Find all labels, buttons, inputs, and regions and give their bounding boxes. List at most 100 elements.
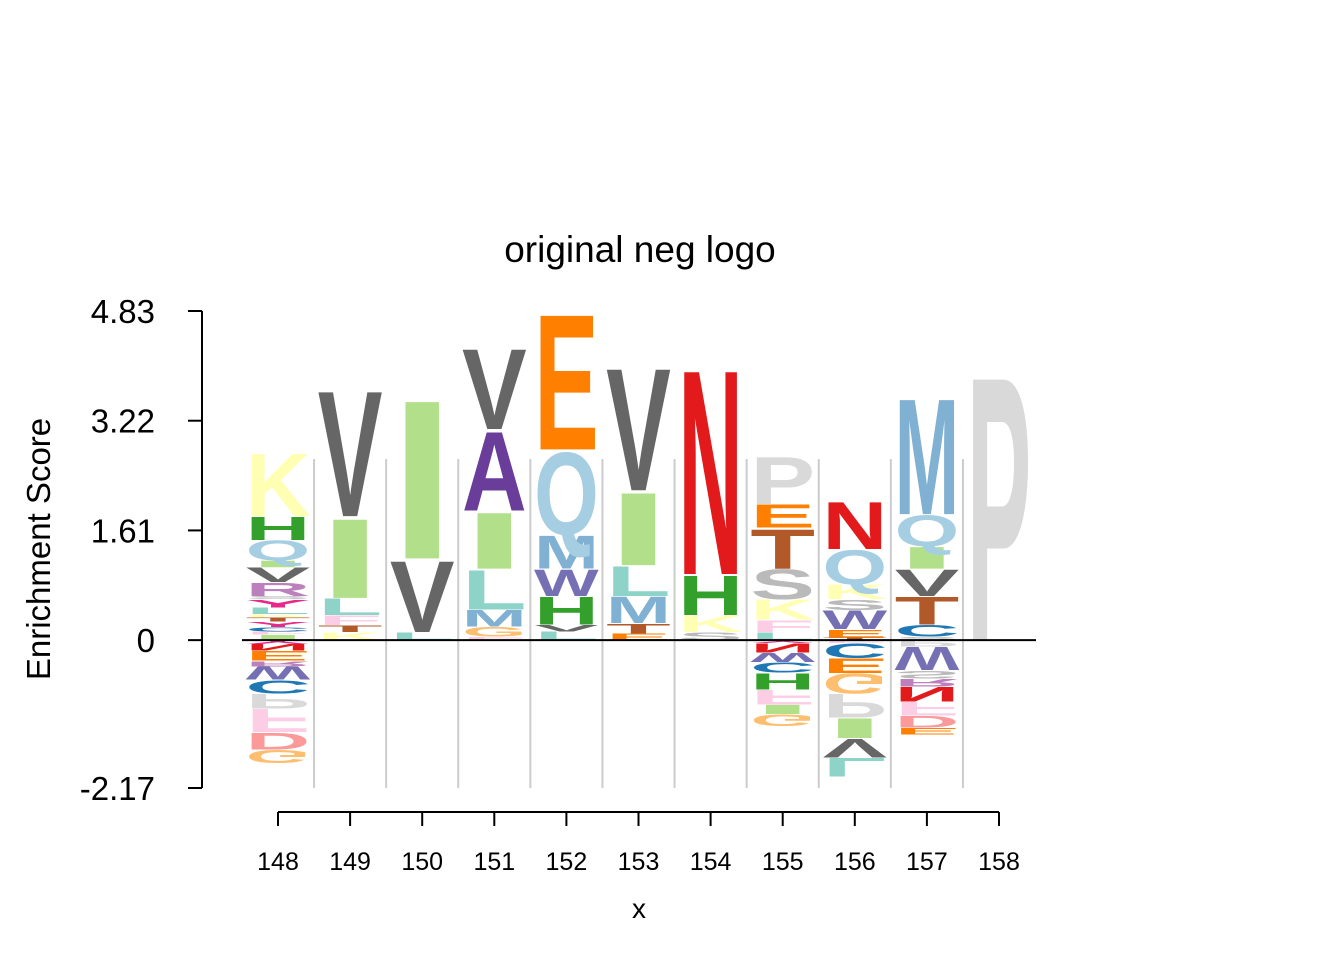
letter-glyph: W <box>750 650 815 665</box>
logo-letter-f: F <box>822 639 887 644</box>
logo-letter-p: P <box>895 638 960 649</box>
x-tick-label: 156 <box>834 848 876 876</box>
logo-letter-y: Y <box>246 620 311 628</box>
y-tick-label: 0 <box>137 622 155 659</box>
logo-letter-w: W <box>822 606 887 636</box>
letter-glyph: R <box>895 676 960 689</box>
letter-glyph: P <box>822 686 887 724</box>
letter-glyph: T <box>606 621 671 637</box>
logo-letter-e: E <box>606 632 671 643</box>
letter-glyph: I <box>318 495 383 622</box>
letter-glyph: S <box>895 636 960 641</box>
logo-letter-v: V <box>246 564 311 587</box>
logo-letter-h: H <box>750 669 815 694</box>
letter-glyph: T <box>750 518 815 582</box>
logo-letter-t: T <box>822 637 887 641</box>
letter-glyph: D <box>246 728 311 754</box>
logo-letter-m: M <box>534 526 599 579</box>
logo-letter-i: I <box>462 496 527 586</box>
letter-glyph: W <box>534 562 600 604</box>
x-tick-label: 158 <box>978 848 1020 876</box>
letter-glyph: Q <box>822 540 887 595</box>
logo-letter-f: F <box>246 702 311 739</box>
letter-glyph: V <box>246 564 311 587</box>
logo-letter-t: T <box>606 621 671 637</box>
logo-letter-v: V <box>462 324 527 454</box>
x-tick-label: 155 <box>762 848 804 876</box>
logo-letter-v: V <box>318 353 383 555</box>
letter-glyph: L <box>462 559 527 623</box>
logo-letter-e: E <box>822 627 887 640</box>
letter-glyph: M <box>462 605 527 631</box>
logo-letter-l: L <box>822 752 887 782</box>
logo-letter-c: C <box>895 621 960 640</box>
logo-letter-g: G <box>462 624 527 640</box>
logo-letter-y: Y <box>246 597 311 610</box>
letter-glyph: K <box>246 436 311 536</box>
logo-letter-m: M <box>895 366 960 550</box>
logo-letter-i: I <box>246 633 311 641</box>
letter-glyph: I <box>390 353 455 607</box>
letter-glyph: Y <box>246 639 311 645</box>
letter-glyph: V <box>534 623 599 634</box>
logo-letter-n: N <box>750 641 815 656</box>
letter-glyph: H <box>534 588 599 633</box>
logo-letter-c: C <box>246 676 311 697</box>
letter-glyph: F <box>462 636 527 641</box>
y-tick-label: 3.22 <box>91 403 155 440</box>
letter-glyph: T <box>246 617 311 623</box>
logo-letter-f: F <box>462 636 527 641</box>
letter-glyph: S <box>895 668 960 681</box>
y-tick-label: 1.61 <box>91 512 155 549</box>
letter-glyph: H <box>750 669 815 694</box>
x-tick-label: 152 <box>546 848 588 876</box>
x-tick-label: 157 <box>906 848 948 876</box>
letter-glyph: Q <box>246 535 311 567</box>
letter-glyph: L <box>822 752 887 782</box>
logo-letter-w: W <box>246 663 311 684</box>
logo-letter-i: I <box>822 712 887 744</box>
logo-letter-q: Q <box>534 427 599 560</box>
letter-glyph: G <box>246 746 311 767</box>
logo-letter-c: C <box>822 639 887 662</box>
logo-letter-m: M <box>606 589 671 631</box>
logo-letter-v: V <box>606 332 671 527</box>
logo-letter-p: P <box>246 690 311 713</box>
logo-letter-g: G <box>822 667 887 699</box>
logo-letter-k: K <box>750 594 815 626</box>
letter-glyph: F <box>246 702 311 739</box>
letter-glyph: S <box>822 596 887 613</box>
logo-letter-n: N <box>678 309 743 636</box>
logo-letter-l: L <box>246 606 311 617</box>
logo-letter-c: C <box>246 626 311 632</box>
logo-letter-p: P <box>750 442 815 518</box>
letter-glyph: K <box>246 613 311 618</box>
letter-glyph: P <box>967 298 1032 721</box>
logo-letter-c: C <box>750 659 815 676</box>
letter-glyph: E <box>895 726 960 737</box>
logo-letter-t: T <box>750 518 815 582</box>
logo-letter-r: R <box>246 660 311 668</box>
letter-glyph: P <box>246 690 311 713</box>
letter-glyph: W <box>895 640 960 677</box>
letter-glyph: V <box>895 561 960 604</box>
letter-glyph: I <box>895 541 960 576</box>
letter-glyph: Q <box>534 427 599 560</box>
letter-glyph: I <box>822 712 887 744</box>
letter-glyph: M <box>606 589 671 631</box>
letter-glyph: I <box>462 496 527 586</box>
x-tick-label: 151 <box>473 848 515 876</box>
logo-letter-r: R <box>895 676 960 689</box>
x-tick-label: 150 <box>401 848 443 876</box>
letter-glyph: T <box>318 623 383 634</box>
x-tick-label: 148 <box>257 848 299 876</box>
logo-letter-t: T <box>246 617 311 623</box>
logo-letter-a: A <box>462 407 527 535</box>
letter-glyph: N <box>678 309 743 636</box>
logo-letter-v: V <box>895 561 960 604</box>
letter-glyph: N <box>822 487 887 563</box>
logo-letter-k: K <box>822 580 887 603</box>
letter-glyph: R <box>246 660 311 668</box>
logo-letter-g: G <box>246 746 311 767</box>
logo-letter-v: V <box>390 541 455 655</box>
